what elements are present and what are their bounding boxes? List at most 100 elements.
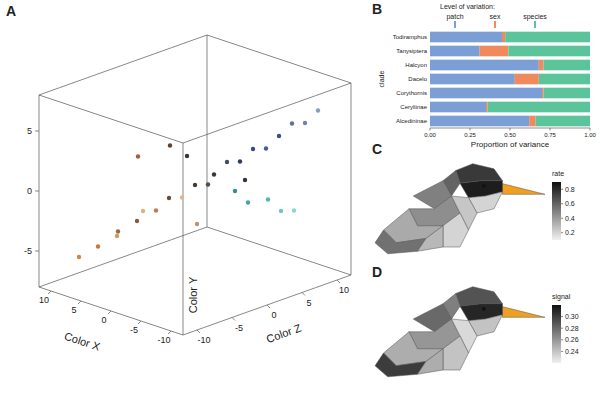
colorbar-tick [561,316,563,317]
bar [430,74,515,85]
point [303,121,307,125]
bird [375,164,545,254]
box-edge [207,35,208,227]
point [141,209,145,213]
panel-d: Dsignal0.240.260.280.30 [372,264,579,377]
box-edge [39,95,183,143]
bar [430,32,502,43]
patch [443,213,469,247]
z-tick [267,305,270,308]
z-tick [337,280,340,283]
z-tick-label: 10 [339,285,349,295]
bar [544,60,590,71]
panel-label: C [372,141,382,157]
category-label: Corythornis [396,90,427,96]
x-tick [590,128,591,131]
x-tick-label: -5 [130,325,138,335]
box-edge [183,275,351,335]
patch [456,287,503,307]
bar [544,88,590,99]
eye [482,307,486,311]
colorbar-tick [561,203,563,204]
beak [501,183,545,194]
box-edge [351,83,352,275]
bar [529,116,535,127]
patch [418,226,444,252]
point [290,121,294,125]
point [246,200,250,204]
colorbar-title: signal [552,293,571,301]
legend-label: patch [446,13,463,21]
y-axis-title: clade [378,71,385,88]
y-tick-label: -5 [24,246,32,256]
x-tick-label: 10 [39,295,49,305]
patch [443,336,469,370]
colorbar-tick-label: 0.4 [565,215,575,222]
box-edge [39,287,183,335]
x-tick [550,128,551,131]
bar [430,116,529,127]
z-axis-title: Color Z [265,321,303,345]
x-tick-label: 0.75 [544,132,556,138]
x-tick-label: 0.00 [424,132,436,138]
point [195,222,199,226]
z-tick [302,293,305,296]
bar [536,116,590,127]
x-tick [48,291,51,294]
patch [456,164,503,184]
point [279,209,283,213]
y-tick-label: 5 [27,126,32,136]
x-tick [430,128,431,131]
bar [508,46,590,57]
point [154,208,158,212]
bar [539,74,590,85]
category-label: Tanysiptera [396,48,427,54]
points [77,108,320,259]
category-label: Dacelo [408,76,427,82]
bar [502,32,505,43]
panel-c: Crate0.20.40.60.8 [372,141,575,254]
colorbar [552,305,561,363]
figure: A-10-50510-10-50510-505Color XColor ZCol… [0,0,600,399]
colorbar-tick-label: 0.24 [565,348,579,355]
z-tick [232,318,235,321]
y-axis-title: Color Y [187,276,199,313]
bar [430,88,542,99]
legend-swatch [494,21,496,28]
bar [486,102,488,113]
point [233,189,237,193]
point [264,146,268,150]
x-axis-title: Proportion of variance [471,140,550,149]
bar [430,46,480,57]
eye [482,184,486,188]
point [212,172,216,176]
x-tick [470,128,471,131]
x-tick [108,311,111,314]
point [168,143,172,147]
bird [375,287,545,377]
point [135,219,139,223]
point [277,134,281,138]
y-tick [35,191,39,192]
z-tick-label: -10 [197,335,210,345]
beak [501,306,545,317]
legend-swatch [534,21,536,28]
bar [505,32,590,43]
colorbar-tick-label: 0.30 [565,313,579,320]
colorbar-tick [561,339,563,340]
y-tick [35,251,39,252]
point [225,160,229,164]
x-tick-label: 5 [71,305,76,315]
z-tick-label: -5 [235,323,243,333]
bar [515,74,539,85]
point [238,159,242,163]
colorbar [552,182,561,240]
patch [418,349,444,375]
point [77,255,81,259]
bar [480,46,509,57]
z-tick-label: 5 [306,298,311,308]
x-tick-label: 1.00 [584,132,596,138]
colorbar-tick [561,351,563,352]
point [185,154,189,158]
category-label: Ceryliinae [400,104,427,110]
